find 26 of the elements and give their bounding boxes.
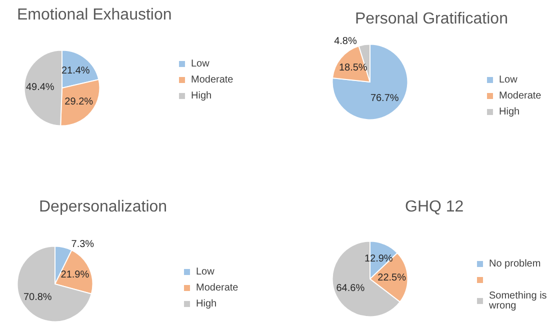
data-label: 70.8% — [23, 292, 52, 303]
data-label: 21.4% — [61, 65, 90, 76]
legend-label: Low — [196, 266, 216, 278]
legend-label: High — [196, 298, 217, 310]
data-label: 7.3% — [71, 238, 94, 250]
legend-label: Something is wrong — [488, 290, 550, 312]
legend-label: No problem — [489, 258, 541, 270]
data-label: 22.5% — [378, 272, 406, 284]
data-label: 4.8% — [334, 36, 357, 48]
data-label: 21.9% — [60, 270, 90, 281]
legend-label: Moderate — [499, 90, 542, 102]
chart-title: GHQ 12 — [405, 198, 464, 216]
chart-title: Personal Gratification — [355, 10, 508, 28]
legend-label: Moderate — [196, 282, 239, 294]
data-label: 76.7% — [370, 92, 399, 104]
legend-label: Low — [499, 74, 518, 86]
legend-label: High — [191, 90, 212, 102]
legend-label: High — [499, 106, 520, 118]
legend-label: Moderate — [191, 74, 234, 86]
data-label: 12.9% — [364, 253, 393, 264]
chart-title: Depersonalization — [39, 198, 168, 216]
data-label: 29.2% — [64, 96, 94, 108]
legend-label: Low — [191, 58, 210, 70]
data-label: 49.4% — [26, 82, 54, 94]
chart-title: Emotional Exhaustion — [17, 6, 172, 24]
data-label: 64.6% — [336, 283, 365, 294]
